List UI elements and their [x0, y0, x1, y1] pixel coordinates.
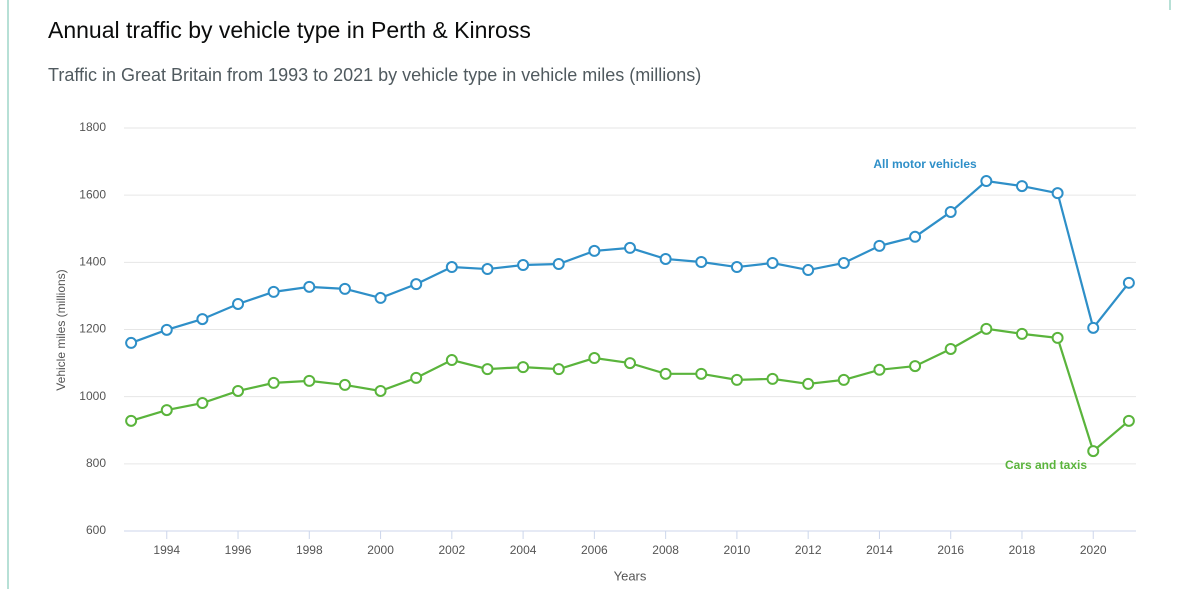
y-tick-label: 1600 — [79, 187, 106, 201]
chart-title: Annual traffic by vehicle type in Perth … — [48, 17, 531, 43]
point — [552, 363, 565, 376]
point — [232, 384, 245, 397]
point — [1122, 414, 1135, 427]
point — [730, 261, 743, 274]
x-tick-label: 2006 — [581, 543, 608, 557]
x-tick-label: 1998 — [296, 543, 323, 557]
point — [481, 263, 494, 276]
point — [445, 354, 458, 367]
point — [517, 361, 530, 374]
y-tick-label: 1400 — [79, 255, 106, 269]
y-tick-label: 1000 — [79, 389, 106, 403]
point — [125, 414, 138, 427]
point — [624, 357, 636, 370]
point — [1051, 331, 1064, 344]
point — [944, 205, 957, 218]
point — [1087, 321, 1100, 334]
point — [338, 378, 351, 391]
x-tick-label: 2002 — [438, 543, 465, 557]
x-tick-label: 2014 — [866, 543, 893, 557]
point — [837, 257, 850, 270]
x-tick-label: 2000 — [367, 543, 394, 557]
point — [552, 258, 565, 271]
point — [766, 257, 779, 270]
x-axis-label: Years — [614, 568, 647, 583]
point — [1051, 187, 1064, 200]
point — [695, 255, 708, 268]
series-label: Cars and taxis — [1005, 458, 1087, 472]
point — [909, 230, 922, 243]
y-tick-label: 1200 — [79, 322, 106, 336]
x-tick-label: 2016 — [937, 543, 964, 557]
y-tick-label: 1800 — [79, 120, 106, 134]
point — [837, 373, 850, 386]
point — [267, 376, 280, 389]
point — [410, 278, 423, 291]
point — [766, 372, 779, 385]
series-line — [130, 327, 1130, 453]
point — [802, 377, 815, 390]
point — [160, 404, 173, 417]
point — [980, 175, 993, 188]
point — [303, 280, 316, 293]
point — [1087, 445, 1100, 458]
x-tick-label: 2020 — [1080, 543, 1107, 557]
point — [659, 252, 672, 265]
y-axis-label: Vehicle miles (millions) — [54, 269, 68, 390]
point — [944, 342, 957, 355]
point — [338, 282, 351, 295]
point — [481, 363, 494, 376]
point — [588, 244, 601, 257]
point — [232, 297, 245, 310]
point — [125, 336, 138, 349]
x-tick-label: 1996 — [225, 543, 252, 557]
point — [1015, 327, 1028, 340]
point — [160, 323, 173, 336]
point — [410, 371, 423, 384]
x-tick-label: 2018 — [1009, 543, 1036, 557]
series-label: All motor vehicles — [873, 157, 977, 171]
point — [695, 367, 708, 380]
point — [374, 291, 387, 304]
point — [873, 239, 886, 252]
point — [303, 374, 316, 387]
point — [730, 373, 743, 386]
point — [909, 360, 922, 373]
point — [980, 322, 993, 335]
y-tick-label: 800 — [86, 456, 106, 470]
point — [267, 285, 280, 298]
point — [873, 363, 886, 376]
y-tick-label: 600 — [86, 523, 106, 537]
point — [588, 352, 601, 365]
chart-subtitle: Traffic in Great Britain from 1993 to 20… — [48, 65, 701, 85]
x-tick-label: 2004 — [510, 543, 537, 557]
point — [517, 259, 530, 272]
point — [1015, 180, 1028, 193]
point — [374, 384, 387, 397]
x-tick-label: 1994 — [153, 543, 180, 557]
point — [445, 261, 458, 274]
point — [802, 264, 815, 277]
x-tick-label: 2012 — [795, 543, 822, 557]
point — [659, 367, 672, 380]
point — [196, 313, 209, 326]
x-tick-label: 2008 — [652, 543, 679, 557]
point — [1122, 276, 1135, 289]
x-tick-label: 2010 — [724, 543, 751, 557]
point — [196, 397, 209, 410]
point — [624, 241, 636, 254]
